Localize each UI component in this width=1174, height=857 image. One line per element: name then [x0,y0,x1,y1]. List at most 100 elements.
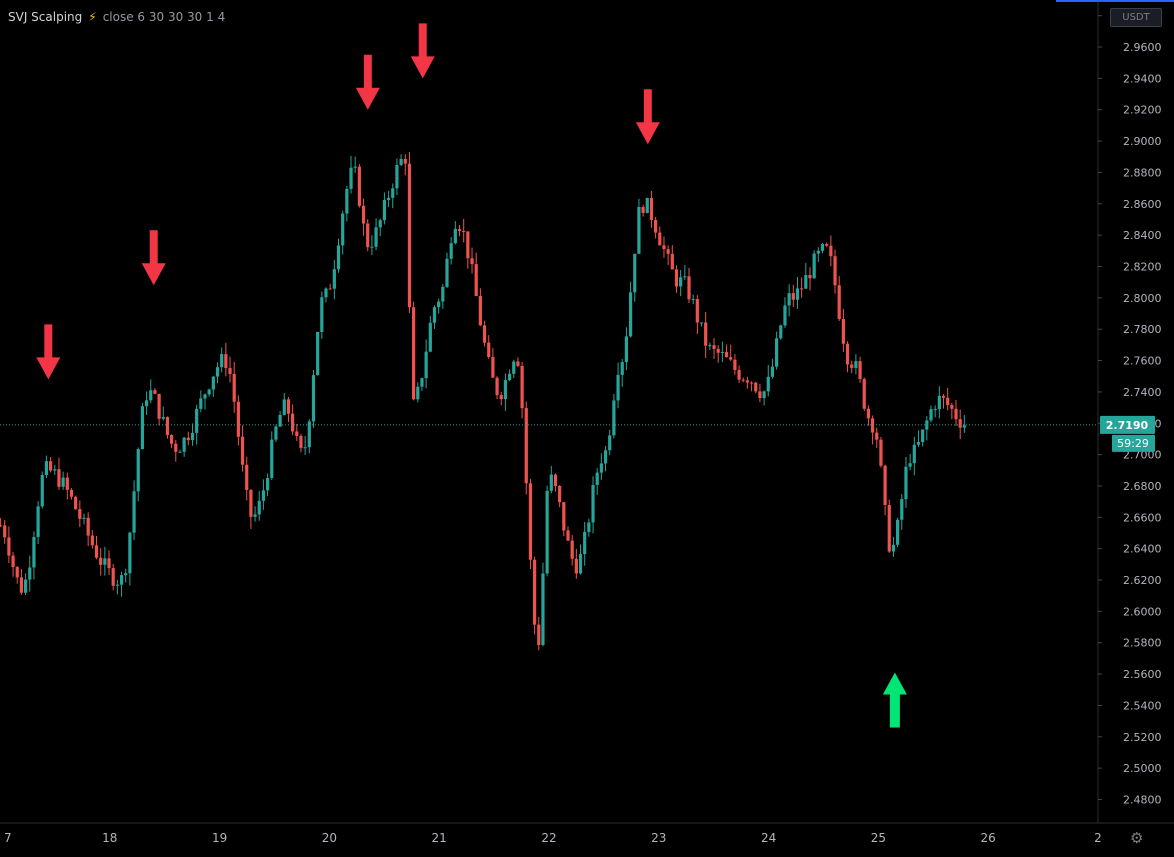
candle [916,430,921,448]
currency-unit-button[interactable]: USDT [1110,8,1162,27]
candle [875,427,879,448]
candle [900,493,904,530]
candle-body [391,188,395,198]
time-tick-label: 20 [322,831,337,845]
candle [837,276,841,322]
down-arrow-1 [36,324,61,380]
candle [0,518,3,527]
candle [637,198,641,254]
candle [82,513,86,525]
candle-body [741,379,745,381]
candle [766,364,770,397]
candle-body [783,305,787,326]
candle [570,535,574,566]
candle-body [724,352,729,358]
candle [220,347,224,373]
candle-body [599,463,603,473]
candle [595,467,599,495]
candle [336,238,341,273]
candle [391,183,395,209]
candle [495,376,499,400]
candle [691,294,695,305]
price-tick-label: 2.6000 [1123,605,1162,618]
price-tick-label: 2.6600 [1123,511,1162,524]
candle [136,447,140,502]
candle [791,284,795,307]
candle-body [316,331,320,376]
candle-body [937,395,941,410]
candle-body [149,390,153,401]
candle-body [808,275,812,279]
candle [366,219,370,252]
candle [345,186,349,222]
candle [908,454,912,471]
candle [57,457,61,490]
candle [816,247,820,262]
candle [925,416,929,441]
candle-body [157,393,161,419]
lightning-icon: ⚡ [88,10,97,24]
candle-body [86,517,90,536]
candle-body [850,364,854,368]
candle-body [516,361,520,366]
candle [186,431,190,446]
candle [265,473,270,497]
candle [140,402,145,450]
candle [870,415,875,445]
candle [775,331,779,370]
candle-body [416,386,420,400]
candle-body [854,361,858,368]
candle [712,338,716,360]
price-tick-label: 2.5800 [1123,637,1162,650]
candle-body [612,400,616,436]
candle [620,359,624,387]
candle [850,360,854,374]
candle-body [136,449,140,492]
candle [549,465,553,494]
candle-body [633,253,637,293]
time-tick-label: 7 [4,831,12,845]
candle-body [161,417,165,419]
candle [182,436,186,457]
candle-body [921,429,925,443]
candle [195,404,199,445]
candle-body [758,391,762,398]
candle [658,226,662,246]
candle-body [111,568,115,586]
candle-body [257,500,261,515]
candle-body [645,197,649,213]
candle-body [178,451,182,453]
candle-body [378,220,382,228]
candle [787,284,791,317]
candle-body [190,432,195,441]
candle [587,518,591,537]
indicator-legend[interactable]: SVJ Scalping ⚡ close 6 30 30 30 1 4 [8,10,225,24]
candle-body [220,354,224,368]
candle-body [837,285,841,320]
candle [28,555,32,592]
price-tick-label: 2.7000 [1123,449,1162,462]
candle-body [558,485,562,503]
candle-body [474,264,478,296]
candle [516,357,520,368]
candle [820,242,825,254]
candle [912,436,916,476]
candle-body [270,439,274,478]
candle-body [395,164,399,189]
price-tick-label: 2.7400 [1123,386,1162,399]
candle [3,519,7,544]
candle [203,393,207,410]
gear-icon[interactable]: ⚙ [1130,829,1144,847]
candle-body [174,443,178,452]
candle-body [32,537,36,568]
candle-body [616,374,620,401]
candle-body [562,502,566,531]
candle-body [912,444,916,464]
candle [199,390,203,413]
candle [174,440,178,462]
candle-body [904,466,908,500]
candle [374,218,378,251]
candle [395,158,399,195]
